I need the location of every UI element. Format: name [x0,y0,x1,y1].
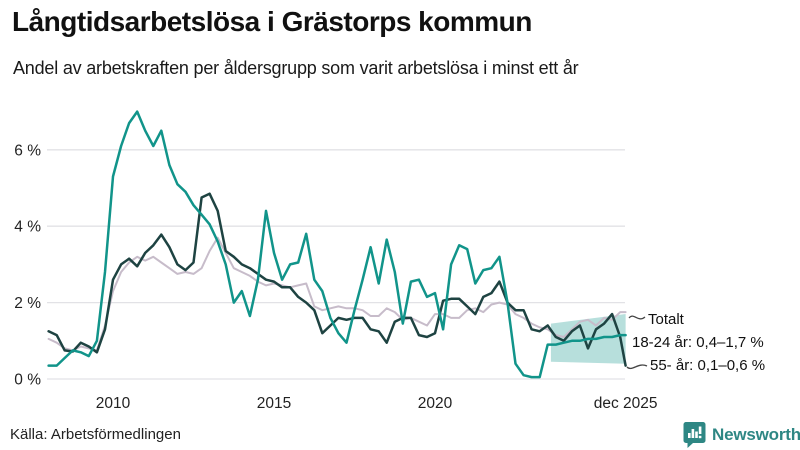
brand-logo: Newsworthy [683,421,800,449]
x-axis-label: 2020 [418,395,453,412]
x-axis-label: 2015 [257,395,291,412]
x-axis-label: dec 2025 [594,395,658,412]
x-axis-label: 2010 [96,395,131,412]
annotation-18-24: 18-24 år: 0,4–1,7 % [632,334,764,351]
source-note: Källa: Arbetsförmedlingen [10,426,181,443]
series-line-totalt [47,236,627,352]
series-line-18-24-r [47,110,627,379]
page-title: Långtidsarbetslösa i Grästorps kommun [12,6,532,37]
y-axis-label: 2 % [14,295,41,312]
y-axis-label: 4 % [14,219,41,236]
annotation-totalt: Totalt [648,311,684,328]
page-subtitle: Andel av arbetskraften per åldersgrupp s… [13,58,579,78]
newsworthy-icon [683,422,706,448]
series-line-55-r [47,192,627,367]
connector-totalt [628,315,646,320]
y-axis-label: 6 % [14,142,41,159]
connector-55plus [626,364,648,370]
brand-name: Newsworthy [712,425,800,444]
y-axis-label: 0 % [14,372,41,389]
annotation-55plus: 55- år: 0,1–0,6 % [650,357,766,374]
